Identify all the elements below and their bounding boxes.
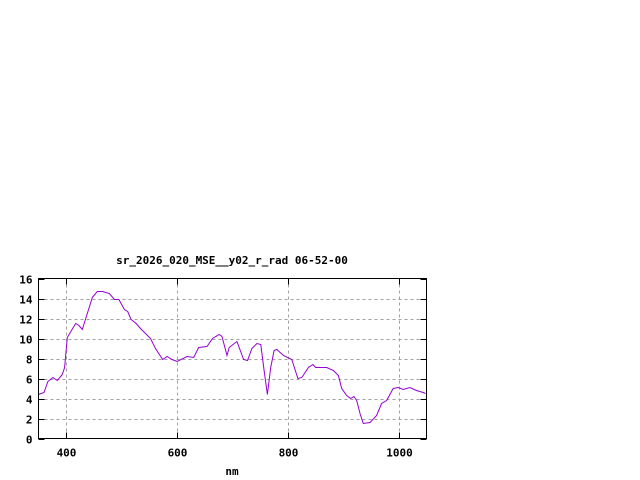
y-tick-label: 8 [26, 354, 33, 367]
x-tick-label: 800 [279, 447, 299, 460]
ticks: 0 2 4 6 8 10 12 14 16 400 600 800 1000 [19, 274, 427, 460]
y-tick-label: 6 [26, 374, 33, 387]
y-tick-label: 12 [19, 314, 32, 327]
series-line [38, 291, 426, 425]
y-tick-label: 16 [19, 274, 33, 287]
y-tick-label: 4 [26, 394, 33, 407]
grid [38, 278, 427, 439]
x-tick-label: 600 [168, 447, 188, 460]
y-tick-label: 2 [26, 414, 33, 427]
y-tick-label: 14 [19, 294, 33, 307]
plot-frame [38, 278, 427, 439]
x-axis-label: nm [225, 465, 239, 478]
y-tick-label: 10 [19, 334, 32, 347]
x-tick-label: 400 [57, 447, 77, 460]
x-tick-label: 1000 [386, 447, 413, 460]
y-tick-label: 0 [26, 434, 33, 447]
chart-title: sr_2026_020_MSE__y02_r_rad 06-52-00 [116, 254, 348, 267]
